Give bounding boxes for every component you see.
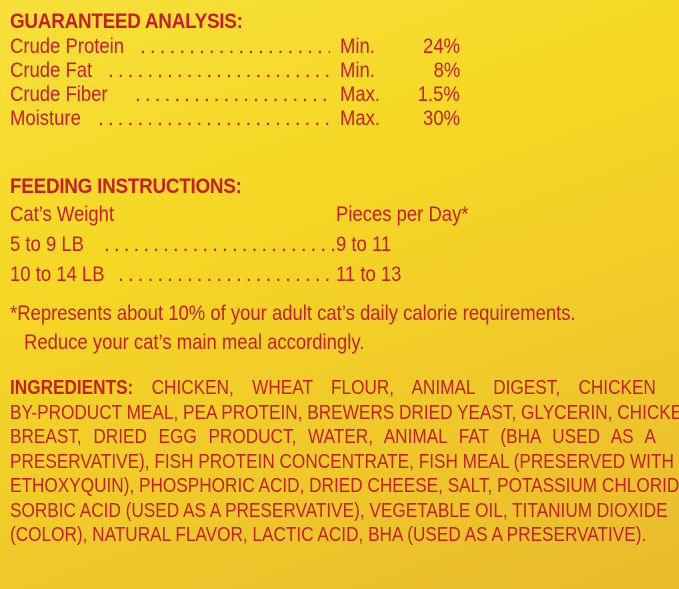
ingredients-line: BY-PRODUCT MEAL, PEA PROTEIN, BREWERS DR… [10, 401, 679, 424]
pieces-column-header: Pieces per Day* [336, 203, 469, 226]
feeding-weight: 10 to 14 LB [10, 263, 105, 286]
footnote: *Represents about 10% of your adult cat’… [10, 302, 576, 325]
ingredients-line: SORBIC ACID (USED AS A PRESERVATIVE), VE… [10, 499, 668, 522]
nutrient-qualifier: Min. [340, 35, 375, 58]
nutrient-name: Moisture [10, 107, 81, 130]
ingredients-line: INGREDIENTS: CHICKEN, WHEAT FLOUR, ANIMA… [10, 377, 656, 399]
weight-column-header: Cat’s Weight [10, 203, 115, 226]
nutrient-value: 1.5% [417, 83, 460, 106]
nutrient-qualifier: Max. [340, 83, 381, 106]
leader-dots: .................................. [98, 107, 330, 130]
ingredients-line: ETHOXYQUIN), PHOSPHORIC ACID, DRIED CHEE… [10, 475, 679, 497]
footnote: Reduce your cat’s main meal accordingly. [24, 331, 365, 354]
ingredients-heading: INGREDIENTS: [10, 377, 134, 399]
nutrient-name: Crude Protein [10, 35, 125, 58]
nutrient-value: 8% [433, 59, 460, 82]
feeding-heading: FEEDING INSTRUCTIONS: [10, 175, 242, 198]
nutrient-name: Crude Fiber [10, 83, 108, 106]
leader-dots: .................................. [135, 83, 330, 106]
nutrient-value: 24% [423, 35, 460, 58]
leader-dots: .................................. [118, 263, 334, 286]
ingredients-line: BREAST, DRIED EGG PRODUCT, WATER, ANIMAL… [10, 426, 656, 448]
ingredients-line: PRESERVATIVE), FISH PROTEIN CONCENTRATE,… [10, 450, 674, 473]
nutrient-qualifier: Min. [340, 59, 375, 82]
feeding-weight: 5 to 9 LB [10, 233, 84, 256]
nutrient-value: 30% [423, 107, 460, 130]
feeding-pieces: 9 to 11 [336, 233, 392, 256]
nutrient-qualifier: Max. [340, 107, 381, 130]
leader-dots: .................................. [108, 59, 330, 82]
leader-dots: .................................. [104, 233, 334, 256]
nutrient-name: Crude Fat [10, 59, 93, 82]
ingredients-block: INGREDIENTS: CHICKEN, WHEAT FLOUR, ANIMA… [10, 376, 679, 548]
ingredients-line: (COLOR), NATURAL FLAVOR, LACTIC ACID, BH… [10, 524, 647, 546]
leader-dots: .................................. [140, 35, 330, 58]
guaranteed-analysis-heading: GUARANTEED ANALYSIS: [10, 10, 243, 33]
feeding-pieces: 11 to 13 [336, 263, 402, 286]
